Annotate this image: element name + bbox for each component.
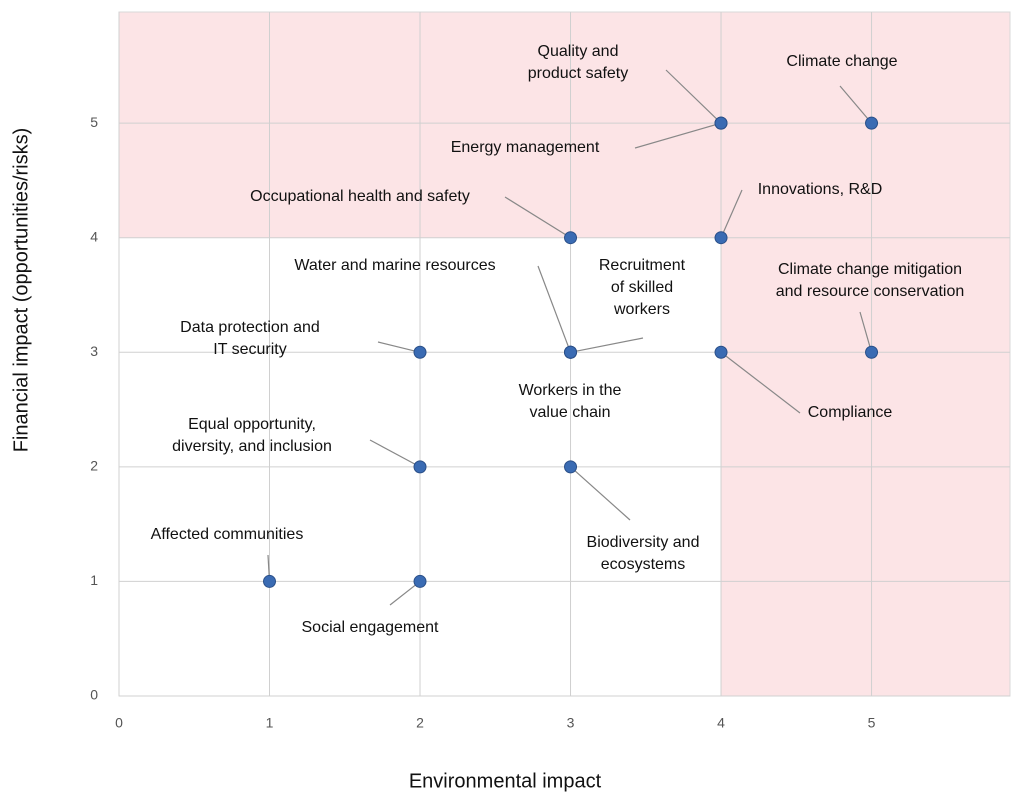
point: [865, 116, 879, 130]
x-tick-label: 1: [266, 715, 274, 731]
point-label: Biodiversity and: [587, 534, 700, 551]
point-label: Social engagement: [302, 619, 440, 636]
x-tick-label: 5: [868, 715, 876, 731]
leader-line: [570, 337, 644, 353]
leader-line: [720, 351, 801, 414]
y-tick-label: 0: [90, 687, 98, 703]
point-label: diversity, and inclusion: [172, 438, 332, 455]
x-axis-title: Environmental impact: [409, 770, 602, 792]
point-label: value chain: [530, 404, 611, 421]
leader-line: [839, 85, 872, 124]
point-label: Data protection and: [180, 319, 320, 336]
point: [564, 345, 578, 359]
point: [564, 460, 578, 474]
x-tick-label: 4: [717, 715, 725, 731]
point-label: Water and marine resources: [294, 257, 495, 274]
point-label: ecosystems: [601, 556, 685, 573]
point: [413, 574, 427, 588]
y-tick-label: 2: [90, 458, 98, 474]
y-tick-label: 3: [90, 343, 98, 359]
x-tick-label: 3: [567, 715, 575, 731]
leader-line: [720, 189, 743, 238]
point-label: and resource conservation: [776, 283, 965, 300]
point: [714, 116, 728, 130]
leader-line: [369, 439, 421, 468]
point-label: workers: [613, 301, 670, 318]
leader-line: [859, 311, 873, 353]
leader-line: [537, 265, 572, 353]
point-label: of skilled: [611, 279, 673, 296]
leader-line: [504, 196, 571, 239]
point-label: Affected communities: [151, 526, 304, 543]
point-label: Energy management: [451, 139, 600, 156]
point-label: Compliance: [808, 404, 893, 421]
point-label: Equal opportunity,: [188, 416, 316, 433]
point-label: IT security: [213, 341, 287, 358]
y-tick-label: 1: [90, 572, 98, 588]
point-label: Recruitment: [599, 257, 686, 274]
y-axis-title: Financial impact (opportunities/risks): [10, 128, 32, 453]
x-tick-label: 2: [416, 715, 424, 731]
point-label: Quality and: [538, 43, 619, 60]
point: [413, 345, 427, 359]
point-label: Occupational health and safety: [250, 188, 470, 205]
point: [865, 345, 879, 359]
point-label: Innovations, R&D: [758, 181, 883, 198]
point: [413, 460, 427, 474]
point-label: product safety: [528, 65, 629, 82]
point-label: Climate change mitigation: [778, 261, 962, 278]
point: [564, 231, 578, 245]
leader-line: [634, 122, 722, 149]
point: [714, 231, 728, 245]
point: [714, 345, 728, 359]
leader-line: [570, 466, 631, 521]
point: [263, 574, 277, 588]
y-tick-label: 4: [90, 228, 98, 244]
y-tick-label: 5: [90, 114, 98, 130]
x-tick-label: 0: [115, 715, 123, 731]
leader-line: [665, 69, 722, 124]
point-label: Workers in the: [519, 382, 622, 399]
leader-line: [377, 341, 421, 353]
point-label: Climate change: [786, 53, 897, 70]
